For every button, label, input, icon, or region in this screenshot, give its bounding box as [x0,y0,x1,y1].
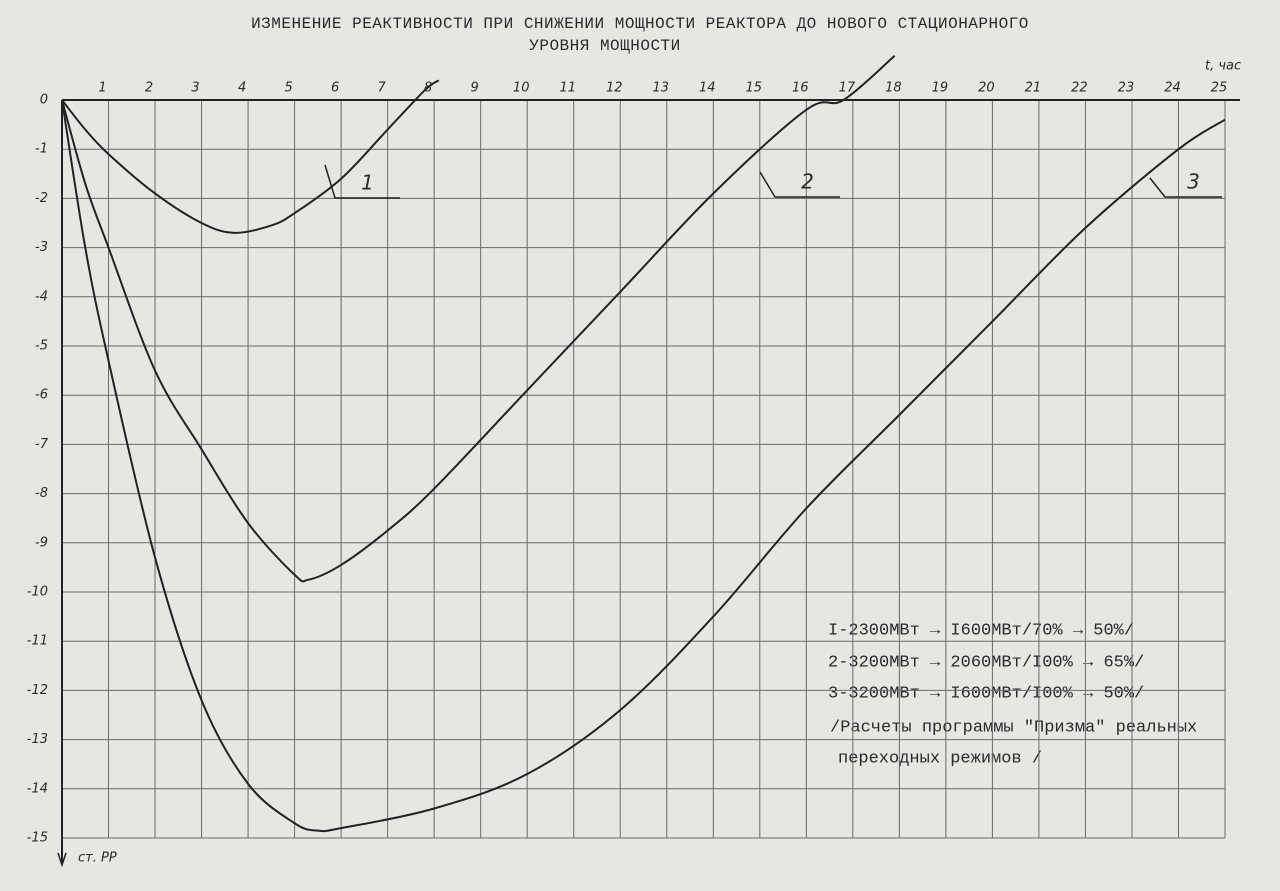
x-tick-label: 20 [978,81,995,96]
x-tick-label: 13 [652,81,669,96]
x-tick-label: 1 [98,81,106,96]
y-tick-label: -5 [35,339,48,354]
x-tick-label: 3 [191,81,199,96]
y-tick-label: -1 [35,142,48,157]
legend-note: 3-3200МВт → I600МВт/I00% → 50%/ [828,684,1144,703]
chart-title: ИЗМЕНЕНИЕ РЕАКТИВНОСТИ ПРИ СНИЖЕНИИ МОЩН… [251,15,1029,33]
x-tick-label: 11 [559,81,576,96]
x-tick-label: 9 [471,81,479,96]
x-tick-label: 23 [1118,81,1135,96]
x-tick-label: 21 [1025,81,1042,96]
series-label: 3 [1187,170,1200,194]
y-tick-label: 0 [40,93,48,108]
label-leader [759,171,840,198]
axis-arrow [57,852,67,868]
legend-note: переходных режимов / [838,749,1042,768]
y-axis-label: ст. РР [78,851,117,866]
chart-title: УРОВНЯ МОЩНОСТИ [529,37,681,55]
y-tick-label: -13 [27,732,48,747]
x-tick-label: 4 [238,81,246,96]
y-tick-label: -9 [35,535,48,550]
y-tick-label: -14 [27,781,48,796]
label-leader [1149,177,1222,198]
series-label: 2 [801,170,814,194]
x-tick-label: 12 [606,81,623,96]
x-axis-label: t, час [1205,59,1241,74]
y-tick-label: -4 [35,289,48,304]
x-tick-label: 18 [885,81,902,96]
series-line [61,54,896,583]
x-tick-label: 15 [746,81,763,96]
x-tick-label: 17 [839,81,856,96]
x-tick-label: 24 [1164,81,1181,96]
series-line [61,79,440,234]
x-tick-label: 6 [331,81,339,96]
y-tick-label: -2 [35,191,48,206]
y-tick-label: -6 [35,388,48,403]
x-tick-label: 19 [932,81,949,96]
y-tick-label: -11 [27,634,48,649]
x-tick-label: 16 [792,81,809,96]
legend-note: /Расчеты программы "Призма" реальных [830,718,1197,737]
y-tick-label: -8 [35,486,48,501]
series-line [61,99,1226,833]
x-tick-label: 25 [1211,81,1228,96]
x-tick-label: 10 [513,81,530,96]
y-tick-label: -10 [27,585,48,600]
x-tick-label: 7 [377,81,386,96]
y-tick-label: -15 [27,831,48,846]
x-tick-label: 2 [145,81,153,96]
y-tick-label: -12 [27,683,48,698]
y-tick-label: -7 [35,437,49,452]
label-leader [324,164,400,199]
x-tick-label: 5 [284,81,292,96]
legend-note: 2-3200МВт → 2060МВт/I00% → 65%/ [828,653,1144,672]
legend-note: I-2300МВт → I600МВт/70% → 50%/ [828,621,1134,640]
x-tick-label: 14 [699,81,716,96]
series-label: 1 [361,171,374,195]
x-tick-label: 22 [1071,81,1088,96]
y-tick-label: -3 [35,240,48,255]
